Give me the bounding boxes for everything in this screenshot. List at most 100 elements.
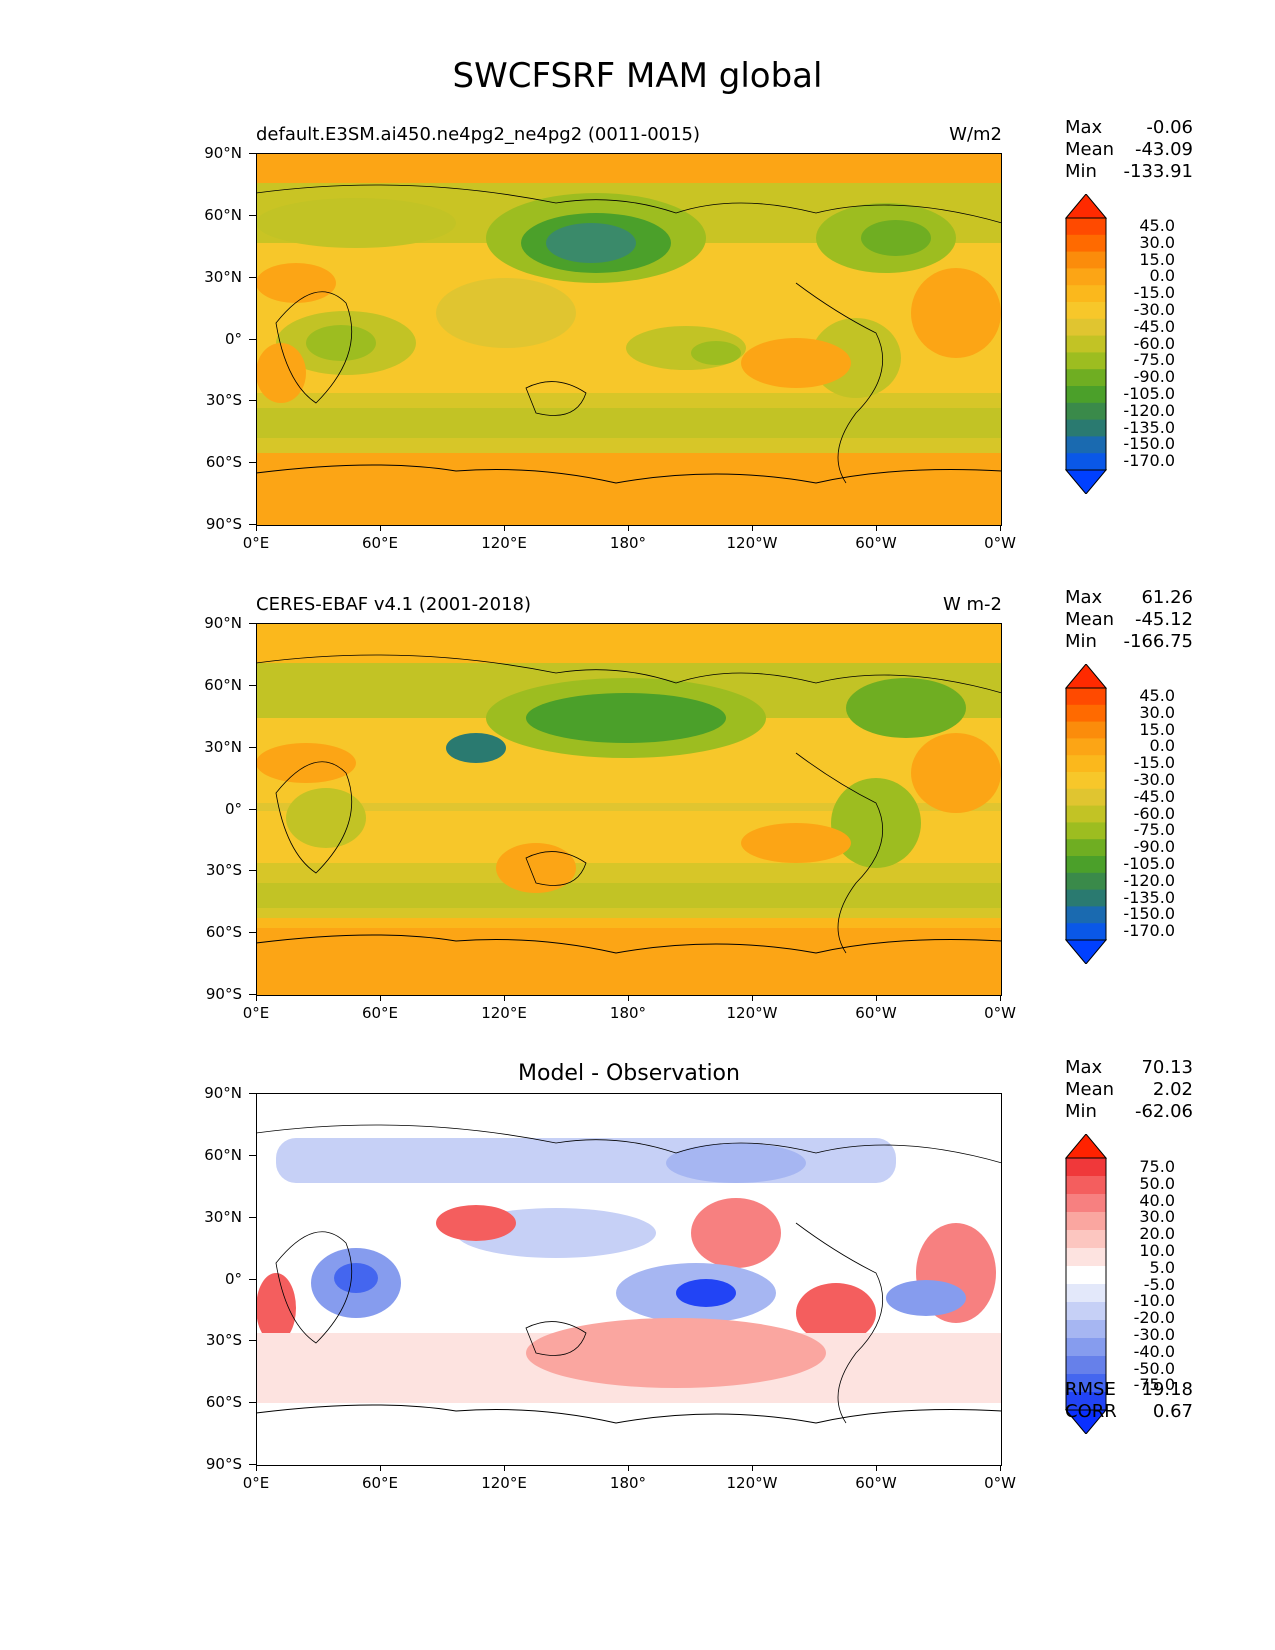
colorbar-tick-label: 0.0 [1149,736,1175,756]
lon-tick-mark [504,525,505,531]
colorbar-tick-label: -10.0 [1133,1291,1175,1311]
atlantic-core [846,678,966,738]
metrics-box: RMSE 19.18 CORR 0.67 [1065,1379,1193,1423]
stats-box: Max -0.06 Mean -43.09 Min -133.91 [1065,117,1193,183]
nafrica-orange [256,263,336,303]
colorbar-tick-label: -75.0 [1133,820,1175,840]
china-max [446,733,506,763]
colorbar-swatch [1066,436,1106,454]
atlantic-orange [911,268,1001,358]
colorbar-swatch [1066,268,1106,286]
colorbar-swatch [1066,856,1106,874]
antarctic-coast [256,464,1002,484]
colorbar-swatch [1066,1392,1106,1411]
lon-tick-mark [380,1465,381,1471]
samerica-red [796,1283,876,1343]
lon-tick-label: 120°E [481,1474,527,1492]
arctic-field [256,153,1002,181]
colorbar [1064,1134,1108,1434]
lon-tick-label: 60°W [855,534,897,552]
lon-tick-label: 120°W [726,534,778,552]
colorbar-swatch [1066,688,1106,706]
antarctica-field [256,928,1002,996]
antarctica-field [256,458,1002,526]
africa-field [286,788,366,848]
colorbar-swatch [1066,453,1106,471]
lat-tick-label: 90°S [205,1455,242,1473]
lat-tick-label: 30°S [205,391,242,410]
se-pacific-orange [741,823,851,863]
panel-diff: Model - Observation 90°N 60°N 30°N 0° 30°S 60… [0,940,1275,1492]
atlantic-blue [886,1280,966,1316]
colorbar-tick-label: 15.0 [1139,719,1175,739]
colorbar-tick-label: 75.0 [1139,1157,1175,1176]
sh-pink-core [526,1318,826,1388]
lat-tick-label: 90°N [204,614,242,632]
australia-coast [525,851,587,886]
antarctic-coast [256,934,1002,954]
lon-tick-mark [256,525,257,531]
colorbar-swatch [1066,386,1106,404]
lon-tick-label: 120°W [726,1474,778,1492]
rmse-value: 19.18 [1141,1379,1193,1400]
colorbar-swatch [1066,906,1106,924]
colorbar-swatch [1066,772,1106,790]
lat-tick-label: 90°N [204,1084,242,1102]
colorbar-tick-label: -15.0 [1133,753,1175,773]
colorbar-swatch [1066,738,1106,756]
colorbar-frame [1065,217,1107,471]
lon-tick-label: 180° [609,1004,647,1022]
colorbar-swatch [1066,1266,1106,1285]
max-value: 61.26 [1141,587,1193,608]
ne-pacific-red [691,1198,781,1268]
africa-coast [275,761,353,874]
colorbar-swatch [1066,285,1106,303]
lat-tick-mark [249,276,256,278]
lon-tick-mark [628,995,629,1001]
colorbar-swatch [1066,335,1106,353]
lon-tick-label: 60°E [361,1004,399,1022]
colorbar-swatch [1066,755,1106,773]
colorbar-tick-label: 5.0 [1149,1257,1175,1277]
lat-tick-label: 90°N [204,144,242,162]
mean-value: -43.09 [1134,139,1193,160]
lat-tick-mark [249,1464,256,1465]
colorbar-swatch [1066,1320,1106,1339]
lat-tick-label: 60°N [204,675,242,694]
colorbar-swatch [1066,1158,1106,1177]
lon-tick-label: 0°W [984,1474,1016,1492]
pacific-max [546,223,636,263]
colorbar-swatch [1066,402,1106,421]
lat-tick-mark [249,1402,256,1404]
colorbar-tick-label: -120.0 [1123,870,1175,890]
colorbar-tick-label: -30.0 [1133,769,1175,789]
colorbar-tick-label: -150.0 [1123,434,1175,454]
colorbar-swatch [1066,923,1106,941]
lat-tick-mark [249,1340,256,1342]
lat-tick-mark [249,623,256,624]
colorbar-swatch [1066,251,1106,269]
max-label: Max [1065,1057,1103,1078]
lat-tick-mark [249,338,256,340]
lat-tick-mark [249,1278,256,1280]
panel-title-left: CERES-EBAF v4.1 (2001-2018) [256,594,532,615]
lat-tick-label: 90°S [205,515,242,533]
lat-tick-label: 60°N [204,1145,242,1164]
lat-tick-mark [249,684,256,686]
lat-tick-label: 30°S [205,1331,242,1350]
model-map [256,153,1002,526]
pacific-blue-core [676,1279,736,1307]
lon-tick-mark [876,1465,877,1471]
lat-tick-mark [249,1093,256,1094]
colorbar-swatch [1066,805,1106,823]
nafrica-orange [256,743,356,783]
lon-tick-mark [752,995,753,1001]
lon-tick-mark [380,525,381,531]
colorbar-tick-label: -170.0 [1123,451,1175,471]
australia-orange [496,843,576,893]
colorbar-tick-label: -45.0 [1133,316,1175,336]
colorbar-swatch [1066,218,1106,236]
lat-tick-mark [249,746,256,748]
lon-tick-label: 0°E [242,1004,270,1022]
lat-tick-label: 60°S [205,1393,242,1412]
